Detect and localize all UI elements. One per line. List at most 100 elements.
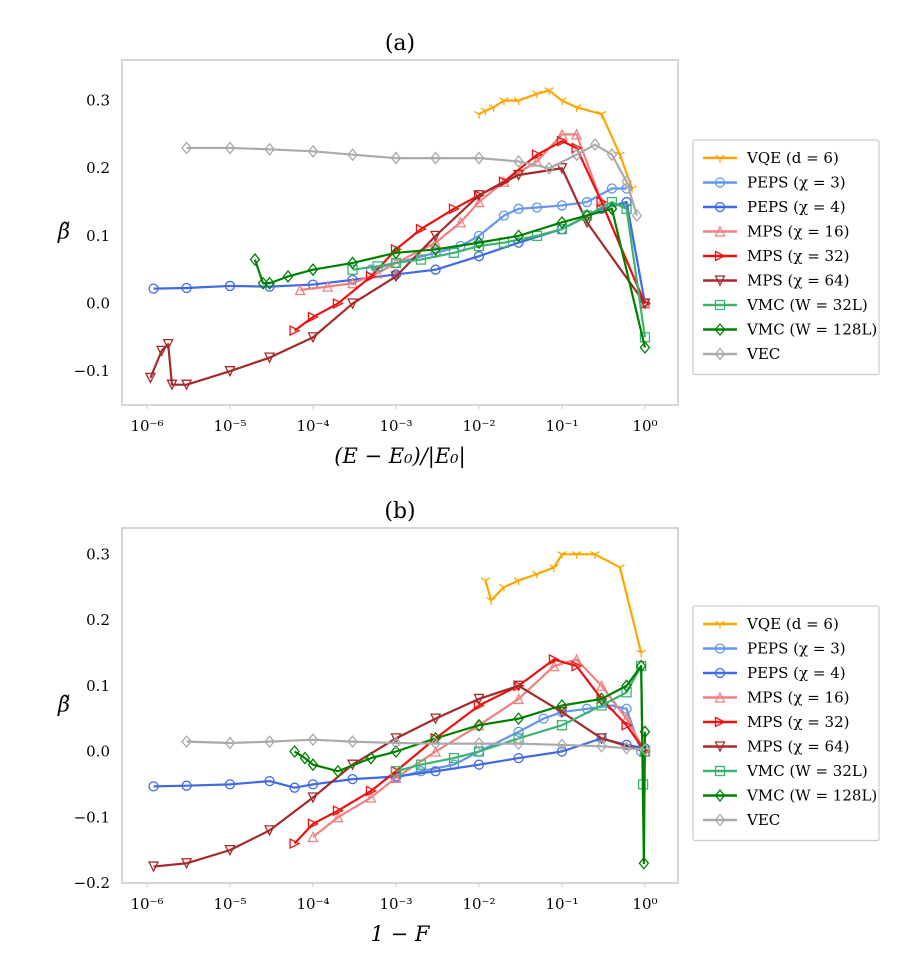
data-point xyxy=(639,298,651,310)
data-point xyxy=(144,372,156,384)
series-line xyxy=(312,658,646,838)
legend-marker xyxy=(714,765,726,777)
panel-b: (b) 10⁻⁶ 10⁻⁵ 10⁻⁴ 10⁻³ 10⁻² 10⁻¹ 10⁰ −0.2 −0.1 0.… xyxy=(57,499,880,946)
data-point xyxy=(499,97,509,106)
x-tick-label: 10⁻³ xyxy=(379,895,412,913)
y-tick-label: −0.1 xyxy=(74,362,110,380)
data-point xyxy=(480,577,491,586)
series-line xyxy=(186,143,638,216)
x-tick-label: 10⁻⁵ xyxy=(213,417,246,435)
data-point xyxy=(430,745,442,757)
data-point xyxy=(473,196,485,208)
legend-marker xyxy=(714,225,726,237)
data-point xyxy=(513,752,524,764)
data-point xyxy=(307,144,319,158)
data-point xyxy=(621,175,632,189)
series-line xyxy=(352,200,647,338)
data-point xyxy=(181,282,192,294)
data-point xyxy=(264,352,276,364)
series-line xyxy=(293,658,646,845)
data-point xyxy=(556,200,568,211)
data-point xyxy=(307,792,319,804)
data-point xyxy=(365,791,377,803)
data-point xyxy=(639,725,651,739)
data-point xyxy=(498,176,510,188)
data-point xyxy=(430,230,442,242)
x-tick-label: 10⁻² xyxy=(462,417,495,435)
data-point xyxy=(556,698,568,713)
data-point xyxy=(332,297,344,310)
data-point xyxy=(390,271,402,283)
data-point xyxy=(513,97,524,106)
x-tick-label: 10⁻⁵ xyxy=(213,895,246,913)
data-point xyxy=(455,216,467,228)
legend-label: VMC (W = 128L) xyxy=(746,321,877,339)
panel-title: (b) xyxy=(384,499,415,524)
data-point xyxy=(556,738,568,752)
data-point xyxy=(513,169,525,181)
data-point xyxy=(557,97,567,106)
data-point xyxy=(249,253,261,267)
data-point xyxy=(615,151,625,160)
data-point xyxy=(299,751,311,765)
data-point xyxy=(581,196,593,208)
data-point xyxy=(390,766,402,777)
legend-label: MPS (χ = 32) xyxy=(747,713,849,731)
data-point xyxy=(513,237,524,248)
data-point xyxy=(473,189,485,201)
data-point xyxy=(289,325,301,337)
data-point xyxy=(307,831,319,843)
data-point xyxy=(148,861,160,873)
data-point xyxy=(148,283,159,294)
data-point xyxy=(638,856,650,870)
data-point xyxy=(488,104,499,112)
data-point xyxy=(430,766,441,777)
series-mps-32 xyxy=(289,653,651,850)
data-point xyxy=(571,551,582,559)
data-point xyxy=(430,713,442,725)
legend-marker xyxy=(714,201,726,213)
data-point xyxy=(289,838,301,850)
data-point xyxy=(473,737,485,751)
x-tick-label: 10⁻⁶ xyxy=(130,895,163,913)
series-vqe-d-6 xyxy=(480,551,647,658)
data-point xyxy=(538,713,549,724)
data-point xyxy=(224,366,236,378)
series-line xyxy=(484,553,643,654)
y-tick-label: 0.3 xyxy=(86,545,110,563)
data-point xyxy=(365,785,377,797)
data-point xyxy=(571,660,583,672)
data-point xyxy=(473,236,485,250)
data-point xyxy=(264,825,276,837)
series-line xyxy=(293,664,647,865)
data-point xyxy=(347,277,359,289)
data-point xyxy=(390,151,402,165)
y-tick-label: 0.0 xyxy=(86,743,110,761)
data-point xyxy=(571,128,583,140)
data-point xyxy=(264,142,275,156)
data-point xyxy=(513,712,524,726)
data-point xyxy=(181,858,193,870)
data-point xyxy=(513,203,524,214)
data-point xyxy=(332,805,344,817)
data-point xyxy=(430,737,441,751)
y-tick-label: 0.2 xyxy=(86,611,110,629)
data-point xyxy=(473,759,485,770)
series-vmc-w-128l xyxy=(289,659,651,870)
data-point xyxy=(589,138,601,152)
legend-marker xyxy=(714,250,726,262)
x-axis-label: (E − E₀)/|E₀| xyxy=(334,444,465,469)
data-point xyxy=(473,251,485,262)
data-point xyxy=(556,215,568,229)
data-point xyxy=(596,733,608,745)
data-point xyxy=(307,733,319,747)
data-point xyxy=(390,733,402,745)
data-point xyxy=(430,236,442,248)
legend: VQE (d = 6) PEPS (χ = 3) PEPS (χ = 4) MPS (… xyxy=(692,139,880,376)
data-point xyxy=(571,148,582,162)
data-point xyxy=(430,264,441,275)
data-point xyxy=(347,264,358,275)
legend-box xyxy=(692,139,880,376)
data-point xyxy=(473,151,485,165)
